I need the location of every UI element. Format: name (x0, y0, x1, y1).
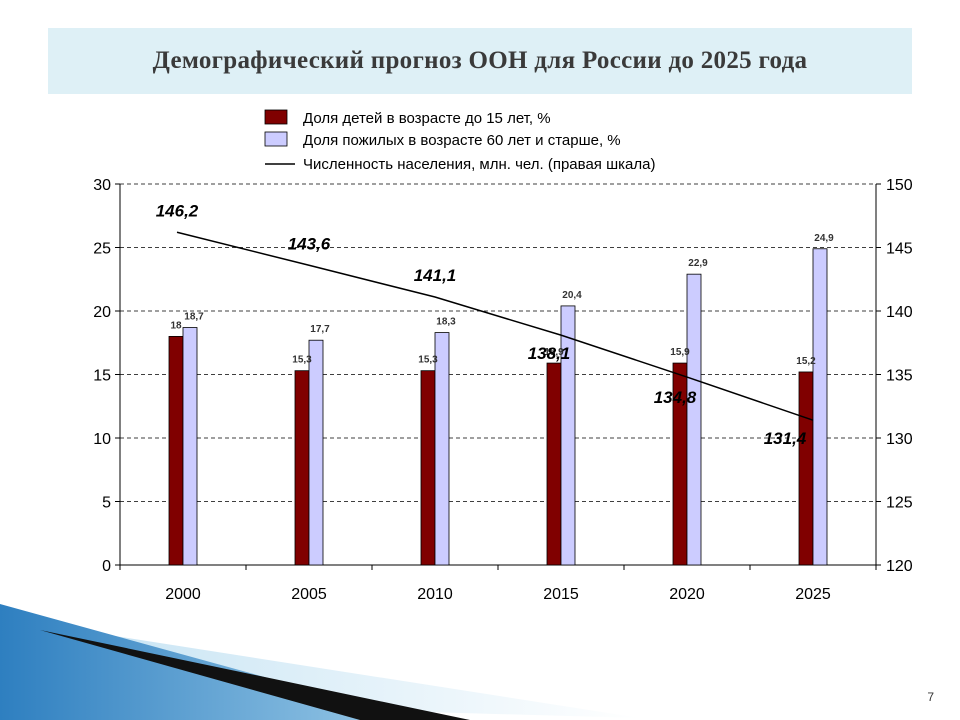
data-label-population: 134,8 (654, 388, 697, 407)
y-left-tick-label: 5 (102, 495, 111, 512)
slide-title: Демографический прогноз ООН для России д… (152, 47, 808, 74)
y-left-tick-label: 25 (93, 241, 111, 258)
bar-elderly (686, 273, 702, 566)
legend-label-population: Численность населения, млн. чел. (правая… (303, 156, 655, 173)
data-label-elderly: 22,9 (688, 258, 708, 269)
y-left-tick-label: 15 (93, 368, 111, 385)
y-right-tick-label: 125 (886, 495, 913, 512)
y-right-tick-label: 145 (886, 241, 913, 258)
legend-swatch-children (264, 109, 288, 125)
title-band: Демографический прогноз ООН для России д… (48, 28, 912, 94)
bar-elderly (308, 339, 324, 566)
legend-label-children: Доля детей в возрасте до 15 лет, % (303, 110, 551, 127)
y-right-tick-label: 130 (886, 431, 913, 448)
data-label-children: 15,3 (418, 355, 438, 366)
x-tick-label: 2015 (543, 586, 579, 603)
data-label-elderly: 18,3 (436, 317, 456, 328)
bar-elderly (812, 248, 828, 566)
legend-swatch-elderly (264, 131, 288, 147)
y-right-tick-label: 135 (886, 368, 913, 385)
y-right-tick-label: 150 (886, 177, 913, 194)
data-label-population: 143,6 (288, 234, 331, 253)
data-label-population: 138,1 (528, 344, 571, 363)
data-label-elderly: 24,9 (814, 233, 834, 244)
y-left-tick-label: 10 (93, 431, 111, 448)
y-right-tick-label: 140 (886, 304, 913, 321)
data-label-elderly: 20,4 (562, 290, 582, 301)
data-label-children: 15,3 (292, 355, 312, 366)
page-number: 7 (927, 690, 934, 704)
data-label-population: 146,2 (156, 201, 199, 220)
data-label-population: 141,1 (414, 266, 457, 285)
y-left-tick-label: 30 (93, 177, 111, 194)
bar-elderly (434, 332, 450, 566)
deco-dark-swoosh (40, 630, 470, 720)
data-label-children: 15,2 (796, 356, 816, 367)
data-label-elderly: 18,7 (184, 312, 204, 323)
x-tick-label: 2010 (417, 586, 453, 603)
y-right-tick-label: 120 (886, 558, 913, 575)
data-label-children: 15,9 (544, 347, 564, 358)
bar-elderly (560, 305, 576, 566)
x-tick-label: 2005 (291, 586, 327, 603)
data-label-children: 18 (170, 320, 182, 331)
series-line-population (176, 231, 814, 421)
x-tick-label: 2000 (165, 586, 201, 603)
bar-elderly (182, 327, 198, 566)
data-label-elderly: 17,7 (310, 324, 330, 335)
y-left-tick-label: 0 (102, 558, 111, 575)
legend-label-elderly: Доля пожилых в возрасте 60 лет и старше,… (303, 132, 621, 149)
x-tick-label: 2025 (795, 586, 831, 603)
x-tick-label: 2020 (669, 586, 705, 603)
data-label-children: 15,9 (670, 347, 690, 358)
y-left-tick-label: 20 (93, 304, 111, 321)
data-label-population: 131,4 (764, 429, 807, 448)
